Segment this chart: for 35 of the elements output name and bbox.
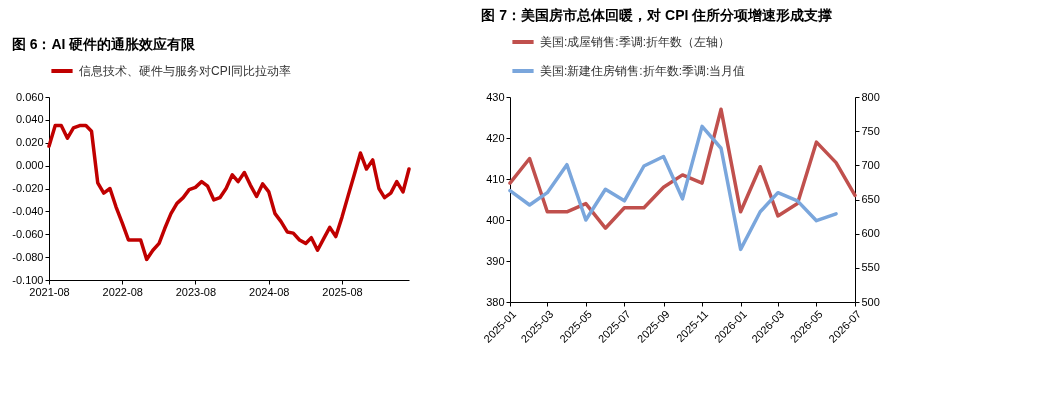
legend-label: 美国:成屋销售:季调:折年数（左轴） bbox=[540, 35, 731, 49]
legend-label: 美国:新建住房销售:折年数:季调:当月值 bbox=[540, 64, 746, 78]
y-tick-label: 430 bbox=[486, 90, 505, 103]
y-tick-label: 420 bbox=[486, 131, 505, 144]
y-tick-label: 0.040 bbox=[15, 113, 44, 126]
x-tick-label: 2021-08 bbox=[29, 285, 70, 298]
y2-tick-label: 550 bbox=[861, 261, 880, 274]
line-series bbox=[508, 124, 838, 252]
y-tick-label: -0.040 bbox=[12, 204, 44, 217]
y-tick-label: 390 bbox=[486, 254, 505, 267]
y2-tick-label: 750 bbox=[861, 124, 880, 137]
y-tick-label: -0.020 bbox=[12, 182, 44, 194]
x-tick-label: 2024-08 bbox=[249, 285, 290, 298]
y-tick-label: -0.060 bbox=[12, 227, 44, 240]
y-tick-label: 0.000 bbox=[15, 159, 44, 172]
y2-tick-label: 500 bbox=[861, 295, 880, 308]
x-tick-label: 2022-08 bbox=[102, 285, 143, 298]
line-series bbox=[47, 123, 411, 262]
legend-label: 信息技术、硬件与服务对CPI同比拉动率 bbox=[79, 64, 292, 78]
y-tick-label: 400 bbox=[486, 213, 505, 226]
x-tick-label: 2025-08 bbox=[322, 285, 363, 298]
x-tick-label: 2023-08 bbox=[175, 285, 217, 298]
y2-tick-label: 650 bbox=[861, 193, 880, 205]
y-tick-label: 0.020 bbox=[15, 136, 44, 149]
y2-tick-label: 800 bbox=[861, 90, 880, 103]
y-tick-label: -0.100 bbox=[12, 273, 44, 286]
chart-title: 图 7：美国房市总体回暖，对 CPI 住所分项增速形成支撑 bbox=[481, 7, 833, 23]
line-series bbox=[508, 107, 857, 230]
y2-tick-label: 600 bbox=[861, 227, 880, 240]
y-tick-label: 380 bbox=[486, 295, 505, 308]
y-tick-label: -0.080 bbox=[12, 250, 44, 263]
chart-title: 图 6：AI 硬件的通胀效应有限 bbox=[11, 36, 197, 52]
y-tick-label: 410 bbox=[486, 172, 505, 185]
y2-tick-label: 700 bbox=[861, 158, 880, 171]
y-tick-label: 0.060 bbox=[15, 90, 44, 103]
